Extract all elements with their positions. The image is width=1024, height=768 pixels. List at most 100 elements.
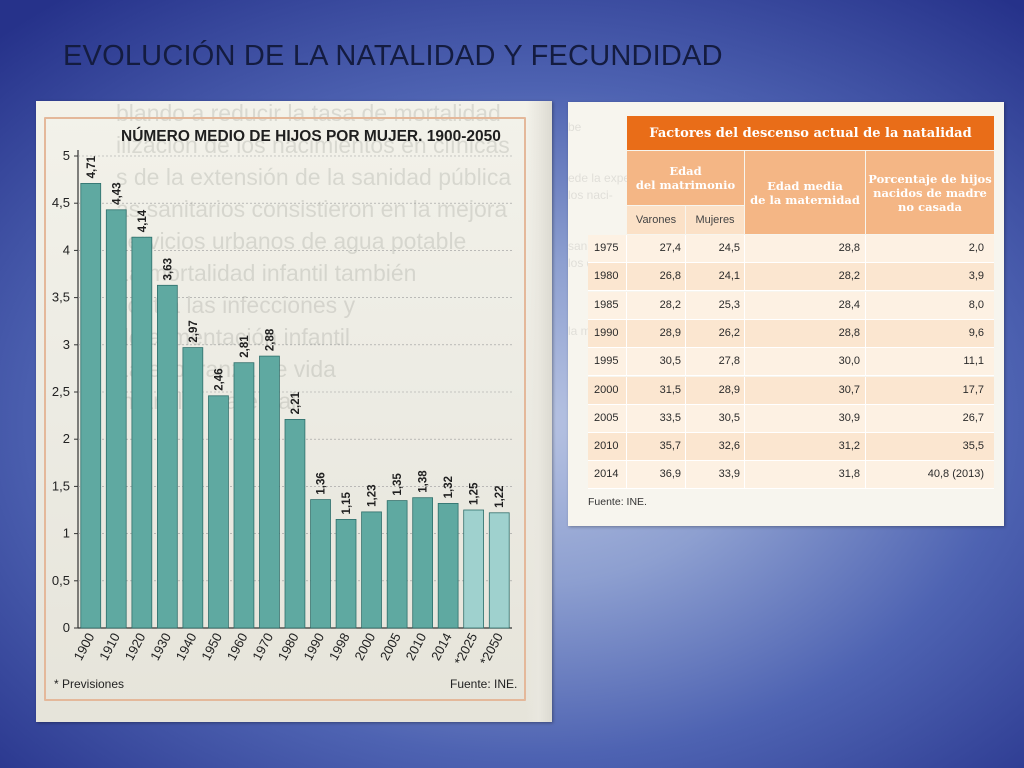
column-divider [626,433,627,461]
cell-year: 2000 [594,383,619,396]
cell-mujeres: 32,6 [718,440,740,453]
cell-varones: 36,9 [659,468,681,481]
x-tick-label: 1940 [173,630,200,663]
data-label: 1,23 [367,484,379,506]
cell-varones: 26,8 [659,270,681,283]
data-label: 1,22 [494,485,506,507]
chart-bar [233,362,255,629]
cell-porcentaje: 17,7 [962,383,984,396]
cell-varones: 28,2 [659,298,681,311]
table-title: Factores del descenso actual de la natal… [627,116,994,150]
x-tick-label: 1970 [249,630,276,663]
column-divider [865,263,866,291]
x-tick-label: 1920 [122,630,149,663]
cell-mujeres: 30,5 [718,411,740,424]
y-tick-label: 1 [63,526,70,541]
chart-bar [105,209,127,629]
cell-year: 1990 [594,326,619,339]
cell-mujeres: 27,8 [718,355,740,368]
y-tick-label: 1,5 [52,478,70,493]
cell-mujeres: 24,5 [718,242,740,254]
column-divider [685,376,686,404]
y-tick-label: 3,5 [52,290,70,305]
column-divider [744,348,745,376]
chart-bar [335,518,357,629]
cell-year: 1985 [594,298,619,311]
cell-year: 1975 [594,242,619,254]
chart-bar [361,511,382,629]
cell-porcentaje: 26,7 [962,411,984,424]
x-tick-label: 1950 [198,630,225,663]
y-tick-label: 4,5 [52,195,70,210]
data-label: 3,63 [162,258,174,280]
cell-edad-media: 30,0 [838,355,860,368]
column-divider [744,433,745,461]
x-tick-label: 2014 [428,630,455,663]
cell-year: 2005 [594,411,619,424]
column-divider [744,235,745,262]
column-divider [865,433,866,461]
column-divider [744,263,745,291]
header-porcentaje: Porcentaje de hijos nacidos de madre no … [866,151,994,234]
cell-mujeres: 25,3 [718,298,740,311]
cell-varones: 31,5 [659,383,681,396]
data-label: 1,38 [418,470,430,493]
y-tick-label: 5 [63,148,70,163]
subheader-mujeres: Mujeres [686,206,744,234]
cell-porcentaje: 8,0 [968,298,984,311]
x-tick-label: 1998 [326,630,353,663]
column-divider [626,404,627,432]
cell-edad-media: 28,8 [838,242,860,254]
cell-mujeres: 33,9 [718,468,740,481]
cell-year: 1980 [594,270,619,283]
column-divider [744,404,745,432]
cell-porcentaje: 40,8 (2013) [927,468,984,481]
chart-bar [386,500,408,629]
chart-bar [259,355,280,629]
chart-bar [488,512,510,629]
table-row: 1975 27,4 24,5 28,8 2,0 [588,235,994,263]
data-label: 2,46 [213,368,225,390]
column-divider [865,461,866,489]
column-divider [685,235,686,262]
cell-mujeres: 26,2 [718,326,740,339]
table-row: 2005 33,5 30,5 30,9 26,7 [588,404,994,433]
subheader-varones: Varones [627,206,685,234]
chart-frame [44,117,526,701]
cell-year: 2010 [594,440,619,453]
chart-bars [80,183,510,629]
column-divider [685,404,686,432]
cell-varones: 27,4 [659,242,681,254]
cell-varones: 28,9 [659,326,681,339]
x-tick-label: 1910 [96,630,123,663]
data-label: 1,35 [392,473,404,496]
column-divider [626,319,627,347]
chart-bar [182,347,204,629]
table-row: 1990 28,9 26,2 28,8 9,6 [588,319,994,348]
y-tick-label: 2 [63,431,70,446]
y-tick-label: 3 [63,337,70,352]
table-row: 1995 30,5 27,8 30,0 11,1 [588,348,994,377]
chart-y-ticks: 0 0,5 1 1,5 2 2,5 3 3,5 4 4,5 5 [52,148,70,635]
bar-chart: NÚMERO MEDIO DE HIJOS POR MUJER. 1900-20… [52,127,517,691]
table-row: 1985 28,2 25,3 28,4 8,0 [588,291,994,320]
chart-bar [284,418,306,629]
cell-edad-media: 28,2 [838,270,860,283]
data-label: 1,32 [443,476,455,498]
cell-mujeres: 28,9 [718,383,740,396]
chart-bar [437,502,459,629]
x-tick-label: 1930 [147,630,174,663]
chart-value-labels: 4,71 4,43 4,14 3,63 2,97 2,46 2,81 2,88 2,21 1,36… [86,155,506,514]
table-row: 2010 35,7 32,6 31,2 35,5 [588,433,994,462]
x-tick-label: 1980 [275,630,302,663]
slide-title: EVOLUCIÓN DE LA NATALIDAD Y FECUNDIDAD [63,40,723,72]
cell-edad-media: 31,8 [838,468,860,481]
column-divider [865,291,866,319]
cell-porcentaje: 2,0 [968,242,984,254]
data-label: 4,71 [86,155,98,178]
cell-year: 1995 [594,355,619,368]
column-divider [685,291,686,319]
column-divider [744,319,745,347]
cell-edad-media: 28,4 [838,298,860,311]
y-tick-label: 0,5 [52,573,70,588]
